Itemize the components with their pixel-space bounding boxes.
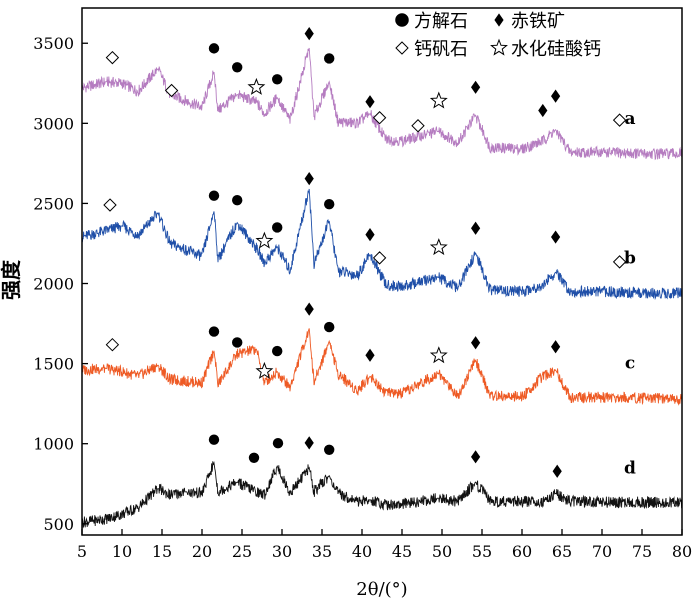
phase-marker-diamond [551,230,561,244]
legend-label: 水化硅酸钙 [511,39,601,60]
x-tick-label: 55 [472,542,492,561]
phase-marker-diamond [471,80,481,94]
phase-marker-circle [272,74,283,85]
series-layer [81,47,683,529]
phase-marker-circle [232,337,243,348]
y-tick-label: 3500 [33,34,74,53]
phase-marker-circle [232,62,243,73]
phase-marker-circle [232,195,243,206]
legend-label: 赤铁矿 [511,11,565,32]
x-tick-label: 15 [152,542,172,561]
x-axis-title: 2θ/(°) [356,579,407,600]
phase-marker-star [429,346,448,364]
x-tick-label: 35 [312,542,332,561]
phase-marker-star [255,361,274,379]
phase-marker-diamond [304,171,314,186]
x-tick-label: 80 [672,542,692,561]
legend-symbol-diamond-open [395,41,409,55]
phase-marker-circle [208,434,220,445]
x-tick-label: 50 [432,542,452,561]
phase-marker-diamond [365,95,375,109]
phase-marker-diamond [551,340,561,354]
x-tick-label: 40 [352,542,372,561]
phase-marker-diamond-open [103,198,117,212]
x-tick-label: 25 [232,542,252,561]
legend-label: 钙矾石 [414,39,468,60]
marker-layer [103,27,627,478]
series-line-d [81,461,683,529]
legend-label: 方解石 [414,11,468,32]
x-tick-label: 60 [512,542,532,561]
phase-marker-circle [272,345,283,357]
phase-marker-diamond [471,450,481,464]
phase-marker-circle [272,222,283,233]
phase-marker-circle [248,452,260,463]
series-label-c: c [625,354,635,374]
phase-marker-diamond-open [372,251,387,265]
x-tick-label: 30 [272,542,292,561]
phase-marker-diamond [471,336,481,350]
x-tick-label: 45 [392,542,412,561]
phase-marker-circle [324,321,335,333]
x-tick-label: 75 [632,542,652,561]
phase-marker-circle [324,444,335,455]
tick-layer: 5 10 15 20 25 30 35 40 45 50 55 60 65 70 75 80 500 1000 15… [33,34,692,561]
y-tick-label: 3000 [33,114,74,133]
phase-marker-star [429,91,448,109]
x-tick-label: 5 [77,542,87,561]
phase-marker-star [247,77,266,95]
legend-symbol-circle [395,13,409,27]
y-tick-label: 1500 [33,355,74,374]
phase-marker-diamond [304,436,314,450]
phase-marker-diamond-open [105,50,120,65]
phase-marker-circle [208,326,220,337]
phase-marker-circle [208,43,220,54]
series-line-b [81,188,683,301]
y-tick-label: 2500 [33,194,74,213]
phase-marker-diamond [365,348,375,362]
phase-marker-diamond-open [411,119,425,133]
series-line-a [81,47,683,161]
phase-marker-circle [208,190,220,201]
series-line-c [81,328,683,406]
y-tick-label: 500 [43,515,74,534]
phase-marker-diamond [552,464,562,478]
legend-symbol-star [490,38,508,56]
x-tick-label: 20 [192,542,212,561]
y-axis-title: 强度 [0,259,23,300]
phase-marker-diamond [365,228,375,242]
phase-marker-star [255,231,274,249]
phase-marker-circle [324,199,335,210]
phase-marker-diamond [304,27,314,41]
series-label-b: b [624,248,636,268]
phase-marker-diamond [551,89,561,103]
series-label-layer: a b c d [624,109,636,478]
legend-symbol-diamond [494,13,504,27]
phase-marker-circle [272,438,284,449]
y-tick-label: 1000 [33,435,74,454]
x-tick-label: 10 [112,542,132,561]
x-tick-label: 65 [552,542,572,561]
phase-marker-circle [324,53,335,64]
phase-marker-diamond-open [105,337,120,352]
phase-marker-diamond [471,221,481,235]
phase-marker-diamond [538,103,548,118]
phase-marker-diamond-open [164,83,179,98]
y-tick-label: 2000 [33,275,74,294]
phase-marker-diamond-open [372,111,387,125]
series-label-d: d [624,458,636,478]
phase-marker-diamond-open [612,255,627,269]
phase-marker-diamond [304,302,314,316]
plot-frame [81,7,683,536]
x-tick-label: 70 [592,542,612,561]
phase-marker-diamond-open [612,113,627,127]
series-label-a: a [624,109,635,129]
phase-marker-star [429,238,448,256]
